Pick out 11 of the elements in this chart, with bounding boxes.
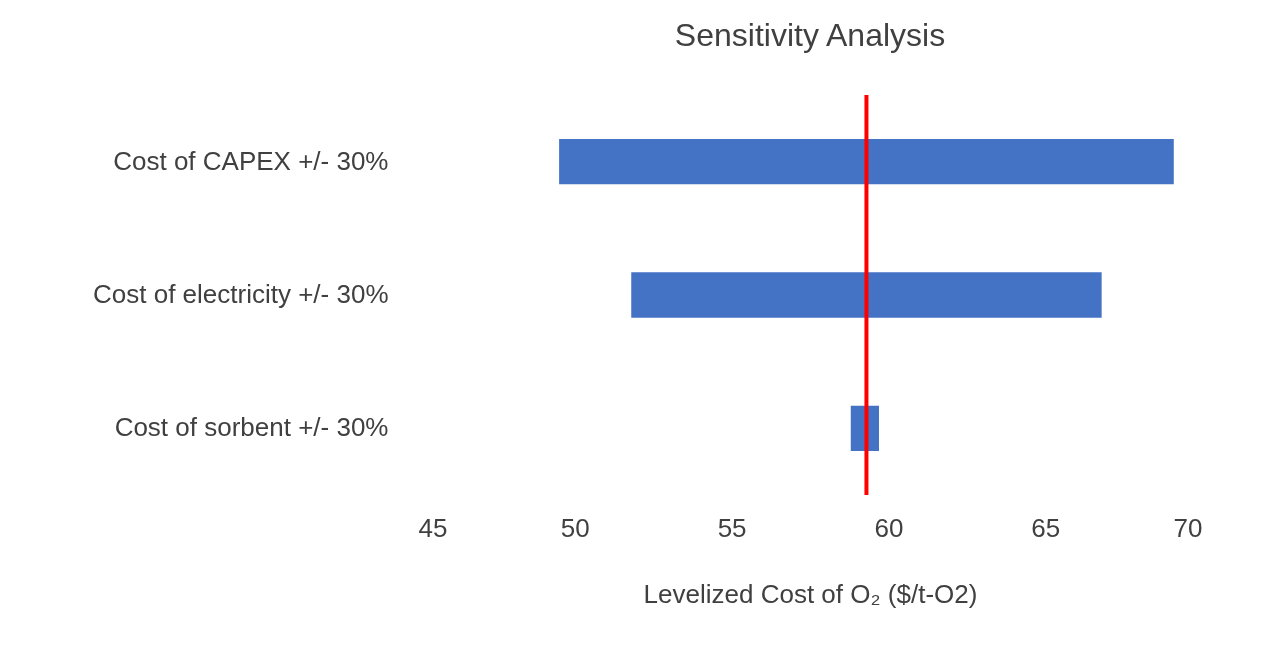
x-tick-label: 50 — [560, 512, 590, 543]
x-tick-label: 70 — [1173, 512, 1203, 543]
y-tick-label: Cost of sorbent +/- 30% — [114, 412, 389, 443]
x-tick-label: 55 — [717, 512, 747, 543]
y-tick-label: Cost of CAPEX +/- 30% — [113, 145, 389, 176]
x-tick-label: 60 — [874, 512, 904, 543]
x-tick-label: 45 — [418, 512, 448, 543]
x-tick-label: 65 — [1031, 512, 1061, 543]
chart-title: Sensitivity Analysis — [674, 17, 946, 53]
y-tick-label: Cost of electricity +/- 30% — [93, 279, 389, 309]
x-axis-title: Levelized Cost of O₂ ($/t-O2) — [643, 578, 978, 609]
